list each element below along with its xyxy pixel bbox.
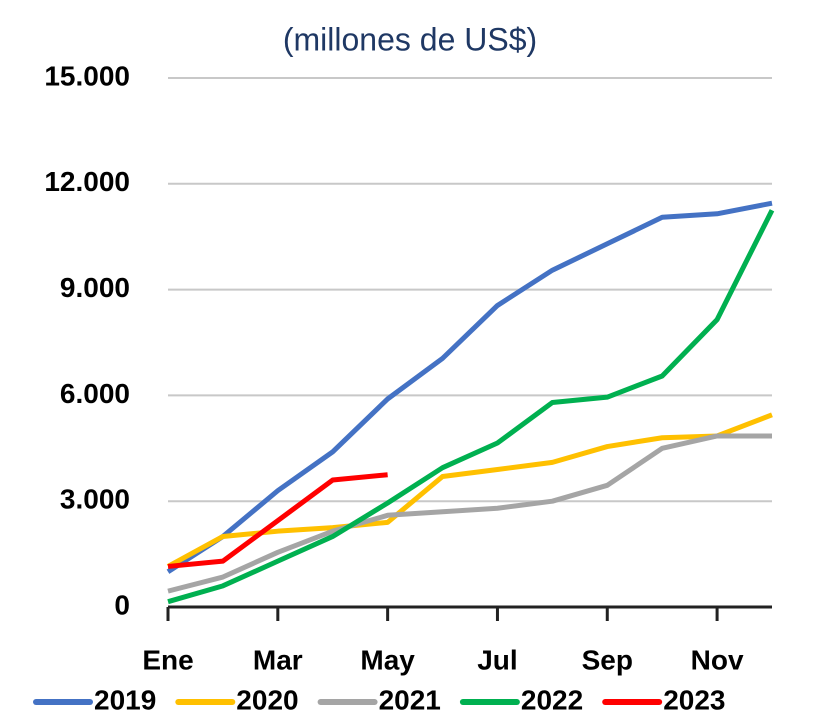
y-tick-label: 0	[114, 589, 130, 620]
x-tick-label: Ene	[142, 644, 193, 675]
series-line	[167, 209, 775, 605]
legend-label: 2023	[663, 684, 725, 715]
x-tick-label: Jul	[477, 644, 517, 675]
legend-label: 2022	[521, 684, 583, 715]
x-tick-label: Sep	[582, 644, 633, 675]
legend-label: 2021	[379, 684, 441, 715]
y-tick-label: 3.000	[60, 484, 130, 515]
series-line	[166, 200, 773, 574]
y-tick-label: 9.000	[60, 272, 130, 303]
series-line	[166, 412, 773, 569]
x-tick-label: May	[360, 644, 415, 675]
y-tick-label: 6.000	[60, 378, 130, 409]
legend-label: 2020	[236, 684, 298, 715]
series-line	[167, 472, 388, 569]
legend-label: 2019	[94, 684, 156, 715]
series-line	[167, 433, 772, 594]
y-tick-label: 12.000	[44, 166, 130, 197]
chart-title: (millones de US$)	[283, 21, 537, 57]
x-tick-label: Mar	[253, 644, 303, 675]
y-tick-label: 15.000	[44, 60, 130, 91]
x-tick-label: Nov	[691, 644, 744, 675]
